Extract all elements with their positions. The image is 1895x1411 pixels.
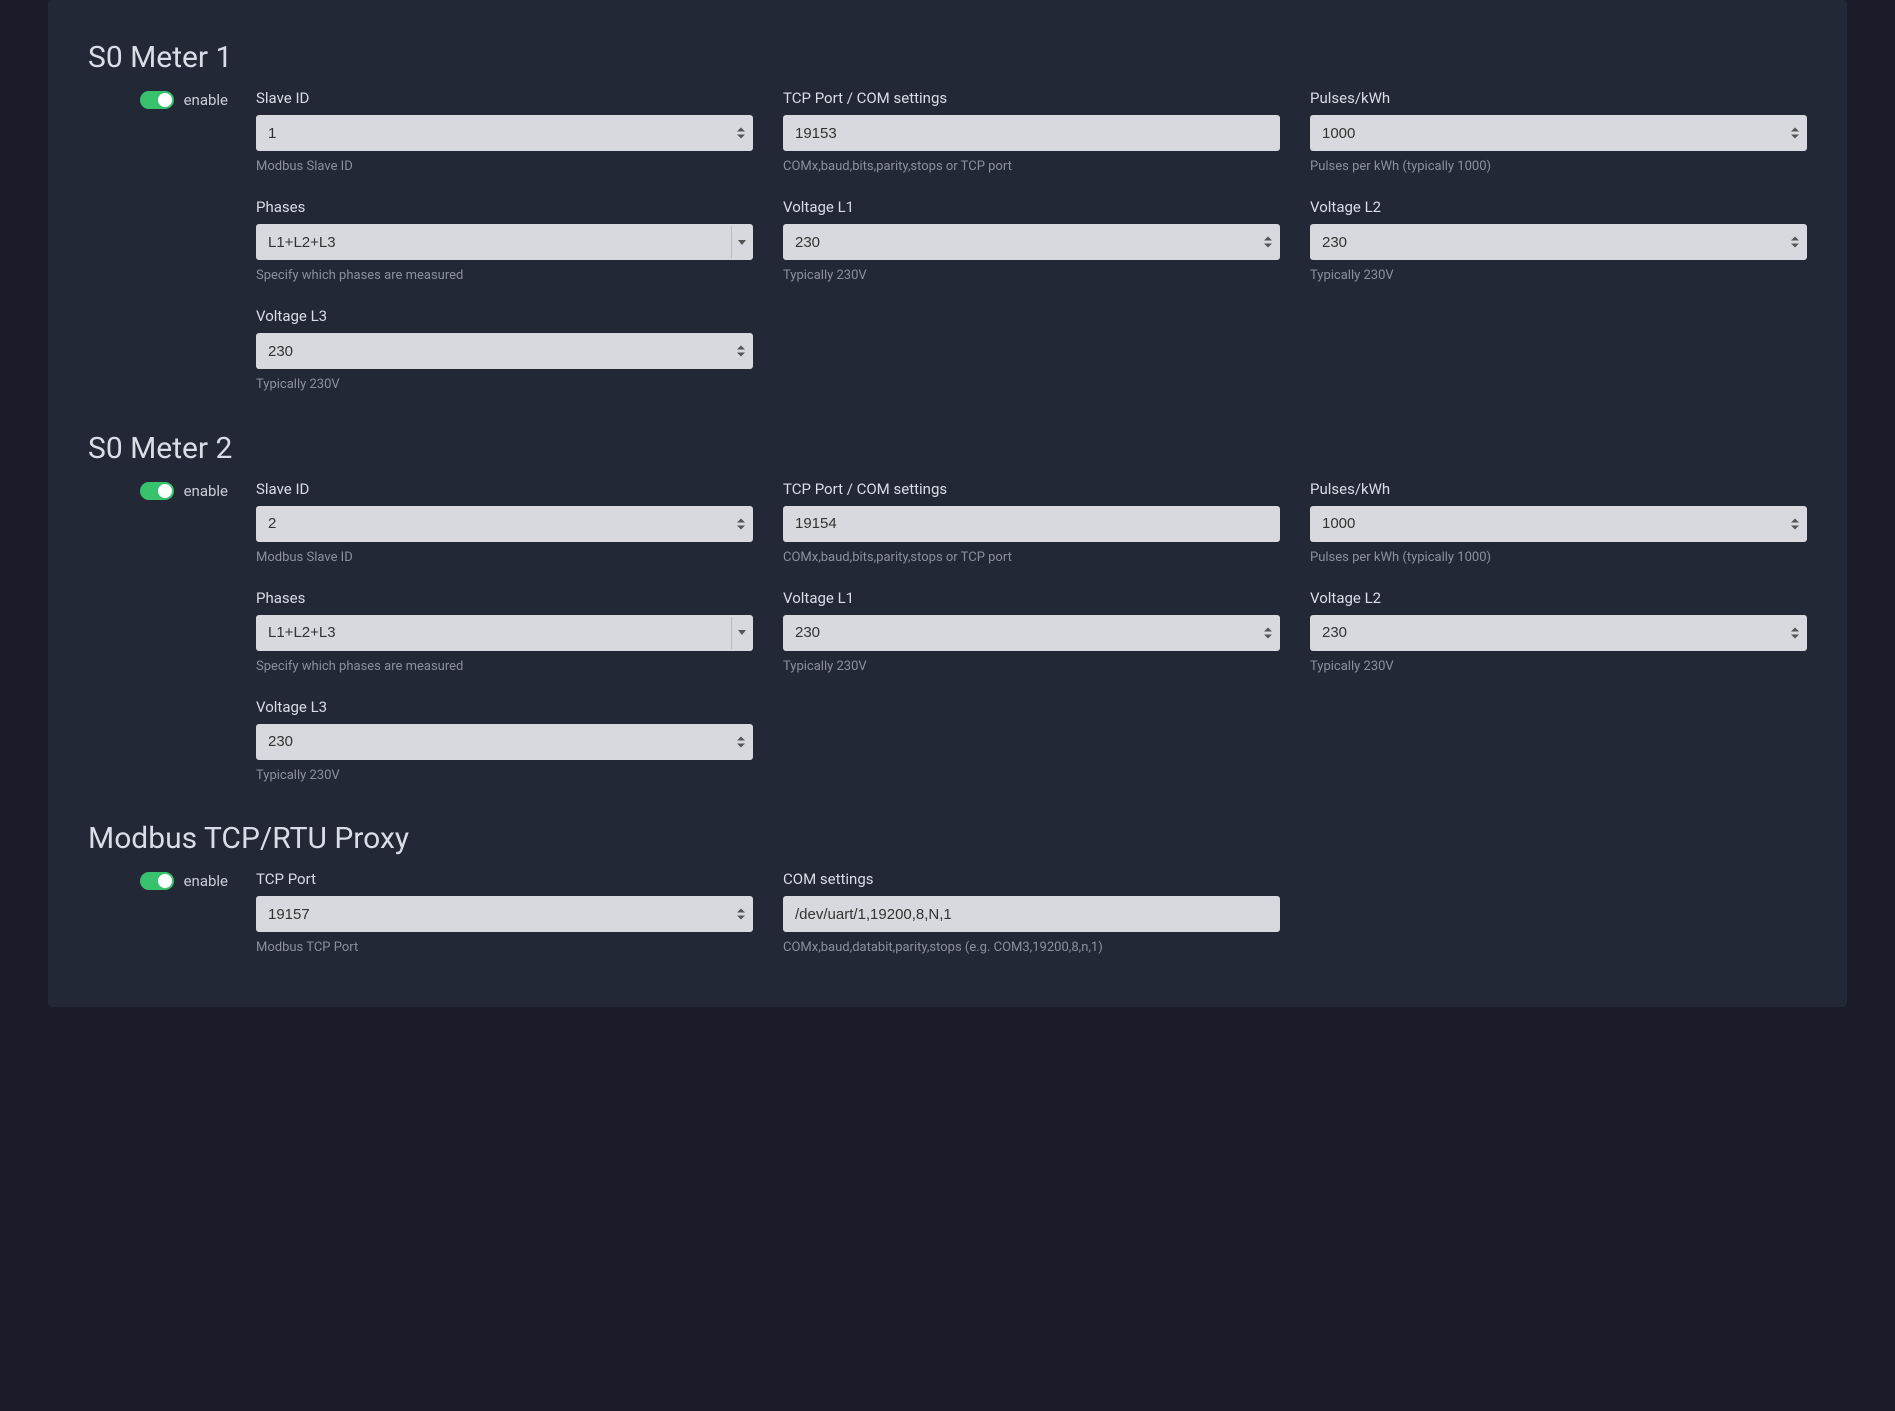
field-label: Pulses/kWh bbox=[1310, 480, 1807, 498]
field-help: Modbus Slave ID bbox=[256, 158, 753, 176]
field-help: Typically 230V bbox=[783, 267, 1280, 285]
enable-label: enable bbox=[184, 872, 228, 890]
field-label: COM settings bbox=[783, 870, 1280, 888]
field-pulses: Pulses/kWh Pulses per kWh (typically 100… bbox=[1310, 89, 1807, 176]
enable-label: enable bbox=[184, 482, 228, 500]
field-voltage-l3: Voltage L3 Typically 230V bbox=[256, 698, 753, 785]
field-help: COMx,baud,databit,parity,stops (e.g. COM… bbox=[783, 939, 1280, 957]
section-s0-meter-2: S0 Meter 2 enable Slave ID bbox=[88, 431, 1807, 786]
voltage-l2-input[interactable] bbox=[1310, 615, 1807, 651]
voltage-l3-input[interactable] bbox=[256, 724, 753, 760]
field-help: Modbus Slave ID bbox=[256, 549, 753, 567]
voltage-l3-input[interactable] bbox=[256, 333, 753, 369]
settings-panel: S0 Meter 1 enable Slave ID bbox=[48, 0, 1847, 1007]
enable-toggle[interactable] bbox=[140, 91, 174, 109]
voltage-l1-input[interactable] bbox=[783, 615, 1280, 651]
field-help: Typically 230V bbox=[1310, 267, 1807, 285]
phases-select[interactable] bbox=[256, 224, 753, 260]
field-tcp-port: TCP Port Modbus TCP Port bbox=[256, 870, 753, 957]
enable-toggle[interactable] bbox=[140, 482, 174, 500]
field-label: Voltage L1 bbox=[783, 589, 1280, 607]
field-help: Pulses per kWh (typically 1000) bbox=[1310, 158, 1807, 176]
tcp-com-input[interactable] bbox=[783, 506, 1280, 542]
pulses-input[interactable] bbox=[1310, 115, 1807, 151]
field-help: Typically 230V bbox=[256, 767, 753, 785]
field-slave-id: Slave ID Modbus Slave ID bbox=[256, 480, 753, 567]
field-help: Specify which phases are measured bbox=[256, 267, 753, 285]
field-label: Voltage L2 bbox=[1310, 589, 1807, 607]
field-slave-id: Slave ID Modbus Slave ID bbox=[256, 89, 753, 176]
section-s0-meter-1: S0 Meter 1 enable Slave ID bbox=[88, 40, 1807, 395]
field-voltage-l1: Voltage L1 Typically 230V bbox=[783, 198, 1280, 285]
slave-id-input[interactable] bbox=[256, 506, 753, 542]
field-tcp-com: TCP Port / COM settings COMx,baud,bits,p… bbox=[783, 89, 1280, 176]
slave-id-input[interactable] bbox=[256, 115, 753, 151]
enable-label: enable bbox=[184, 91, 228, 109]
field-label: Voltage L1 bbox=[783, 198, 1280, 216]
field-label: Voltage L3 bbox=[256, 698, 753, 716]
field-help: Specify which phases are measured bbox=[256, 658, 753, 676]
field-label: Pulses/kWh bbox=[1310, 89, 1807, 107]
phases-select[interactable] bbox=[256, 615, 753, 651]
field-label: Voltage L2 bbox=[1310, 198, 1807, 216]
field-pulses: Pulses/kWh Pulses per kWh (typically 100… bbox=[1310, 480, 1807, 567]
field-label: Phases bbox=[256, 589, 753, 607]
field-help: Typically 230V bbox=[783, 658, 1280, 676]
section-title: S0 Meter 1 bbox=[88, 40, 1807, 75]
field-voltage-l2: Voltage L2 Typically 230V bbox=[1310, 198, 1807, 285]
field-help: Modbus TCP Port bbox=[256, 939, 753, 957]
com-settings-input[interactable] bbox=[783, 896, 1280, 932]
enable-toggle[interactable] bbox=[140, 872, 174, 890]
field-help: Typically 230V bbox=[256, 376, 753, 394]
field-tcp-com: TCP Port / COM settings COMx,baud,bits,p… bbox=[783, 480, 1280, 567]
field-voltage-l3: Voltage L3 Typically 230V bbox=[256, 307, 753, 394]
field-label: TCP Port / COM settings bbox=[783, 480, 1280, 498]
field-voltage-l1: Voltage L1 Typically 230V bbox=[783, 589, 1280, 676]
pulses-input[interactable] bbox=[1310, 506, 1807, 542]
tcp-com-input[interactable] bbox=[783, 115, 1280, 151]
field-help: Typically 230V bbox=[1310, 658, 1807, 676]
field-label: TCP Port / COM settings bbox=[783, 89, 1280, 107]
field-label: Slave ID bbox=[256, 89, 753, 107]
voltage-l2-input[interactable] bbox=[1310, 224, 1807, 260]
section-title: Modbus TCP/RTU Proxy bbox=[88, 821, 1807, 856]
field-help: COMx,baud,bits,parity,stops or TCP port bbox=[783, 158, 1280, 176]
field-phases: Phases Specify which phases are measured bbox=[256, 198, 753, 285]
tcp-port-input[interactable] bbox=[256, 896, 753, 932]
field-label: Slave ID bbox=[256, 480, 753, 498]
voltage-l1-input[interactable] bbox=[783, 224, 1280, 260]
field-label: TCP Port bbox=[256, 870, 753, 888]
section-modbus-proxy: Modbus TCP/RTU Proxy enable TCP Port bbox=[88, 821, 1807, 957]
field-phases: Phases Specify which phases are measured bbox=[256, 589, 753, 676]
field-label: Phases bbox=[256, 198, 753, 216]
field-label: Voltage L3 bbox=[256, 307, 753, 325]
field-help: COMx,baud,bits,parity,stops or TCP port bbox=[783, 549, 1280, 567]
field-com-settings: COM settings COMx,baud,databit,parity,st… bbox=[783, 870, 1280, 957]
field-help: Pulses per kWh (typically 1000) bbox=[1310, 549, 1807, 567]
field-voltage-l2: Voltage L2 Typically 230V bbox=[1310, 589, 1807, 676]
section-title: S0 Meter 2 bbox=[88, 431, 1807, 466]
